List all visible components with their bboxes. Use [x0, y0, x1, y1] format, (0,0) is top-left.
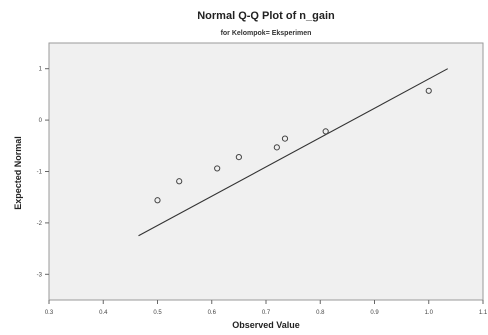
x-axis-ticks: 0.3 0.4 0.5 0.6 0.7 0.8 0.9 1.0 1.1: [45, 300, 488, 316]
y-tick-label: -3: [37, 272, 43, 278]
x-tick-label: 0.4: [99, 310, 108, 316]
y-axis-ticks: 1 0 -1 -2 -3: [37, 67, 49, 278]
x-tick-label: 1.0: [425, 310, 434, 316]
data-point: [214, 165, 221, 172]
data-point: [154, 197, 161, 204]
chart-subtitle: for Kelompok= Eksperimen: [221, 30, 312, 37]
data-point: [281, 135, 289, 142]
x-tick-label: 0.9: [370, 310, 379, 316]
data-point: [425, 87, 432, 94]
x-tick-label: 0.5: [153, 310, 162, 316]
y-axis-label: Expected Normal: [13, 136, 23, 210]
data-point: [235, 154, 242, 161]
data-point: [273, 144, 280, 151]
x-tick-label: 0.8: [316, 310, 325, 316]
reference-line: [138, 68, 448, 237]
x-tick-label: 0.6: [208, 310, 217, 316]
x-tick-label: 1.1: [479, 310, 488, 316]
x-axis-label: Observed Value: [232, 320, 300, 330]
data-points: [154, 87, 432, 204]
plot-area: [48, 42, 484, 301]
y-tick-label: 0: [39, 118, 43, 124]
y-tick-label: -2: [37, 221, 43, 227]
x-tick-label: 0.3: [45, 310, 54, 316]
reference-line-group: [138, 68, 448, 237]
y-tick-label: -1: [37, 170, 43, 176]
data-point: [322, 128, 329, 135]
y-tick-label: 1: [39, 67, 43, 73]
x-tick-label: 0.7: [262, 310, 271, 316]
chart-title: Normal Q-Q Plot of n_gain: [197, 10, 335, 22]
data-point: [176, 178, 183, 185]
